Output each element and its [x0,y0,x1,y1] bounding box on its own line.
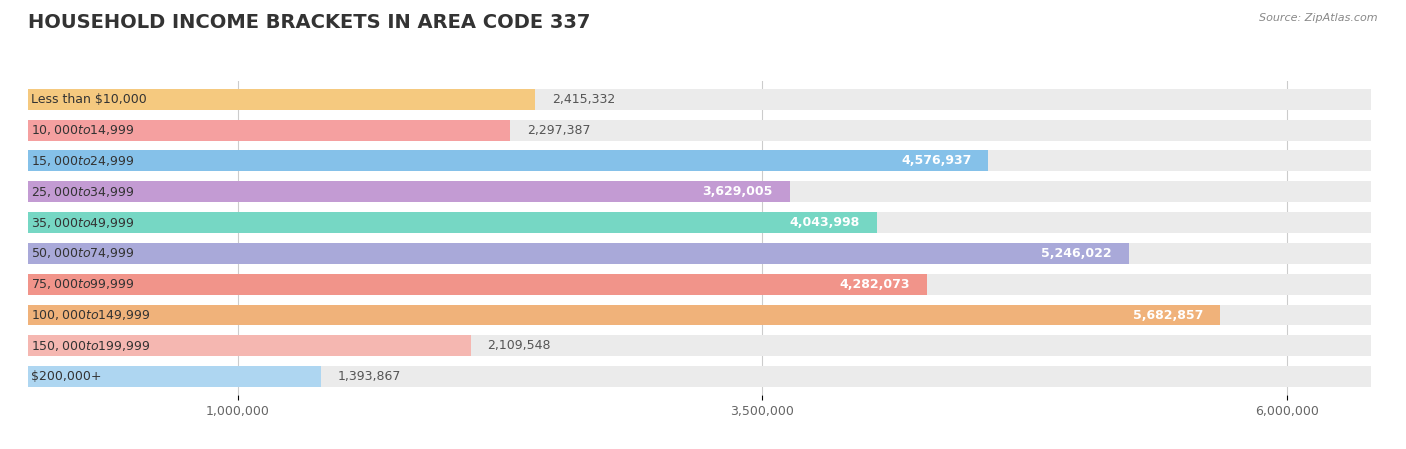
Bar [28,335,1371,357]
Bar [28,304,1220,326]
Text: $150,000 to $199,999: $150,000 to $199,999 [31,339,150,353]
Text: 2,297,387: 2,297,387 [527,123,591,136]
Text: $50,000 to $74,999: $50,000 to $74,999 [31,247,135,260]
Bar [28,304,1371,326]
Text: $25,000 to $34,999: $25,000 to $34,999 [31,185,135,199]
Text: 5,246,022: 5,246,022 [1042,247,1112,260]
Bar [28,366,1371,387]
Bar [28,119,1371,141]
Bar [28,243,1371,264]
Bar [28,119,510,141]
Text: 5,682,857: 5,682,857 [1133,308,1204,321]
Text: Less than $10,000: Less than $10,000 [31,93,148,106]
Text: 4,576,937: 4,576,937 [901,154,972,167]
Bar [28,181,1371,202]
Bar [28,335,471,357]
Text: 4,282,073: 4,282,073 [839,277,910,291]
Text: $100,000 to $149,999: $100,000 to $149,999 [31,308,150,322]
Bar [28,274,927,295]
Bar [28,89,1371,110]
Bar [28,366,321,387]
Bar [28,274,1371,295]
Bar [28,212,1371,233]
Bar [28,243,1129,264]
Bar [28,150,1371,172]
Text: Source: ZipAtlas.com: Source: ZipAtlas.com [1260,13,1378,23]
Text: 2,415,332: 2,415,332 [551,93,614,106]
Bar [28,212,876,233]
Text: $15,000 to $24,999: $15,000 to $24,999 [31,154,135,168]
Bar [28,89,534,110]
Text: $10,000 to $14,999: $10,000 to $14,999 [31,123,135,137]
Text: $75,000 to $99,999: $75,000 to $99,999 [31,277,135,291]
Text: 2,109,548: 2,109,548 [488,339,551,352]
Bar [28,181,790,202]
Text: $200,000+: $200,000+ [31,370,101,383]
Text: 1,393,867: 1,393,867 [337,370,401,383]
Text: 3,629,005: 3,629,005 [703,185,773,198]
Text: $35,000 to $49,999: $35,000 to $49,999 [31,216,135,229]
Text: HOUSEHOLD INCOME BRACKETS IN AREA CODE 337: HOUSEHOLD INCOME BRACKETS IN AREA CODE 3… [28,13,591,32]
Text: 4,043,998: 4,043,998 [790,216,860,229]
Bar [28,150,988,172]
